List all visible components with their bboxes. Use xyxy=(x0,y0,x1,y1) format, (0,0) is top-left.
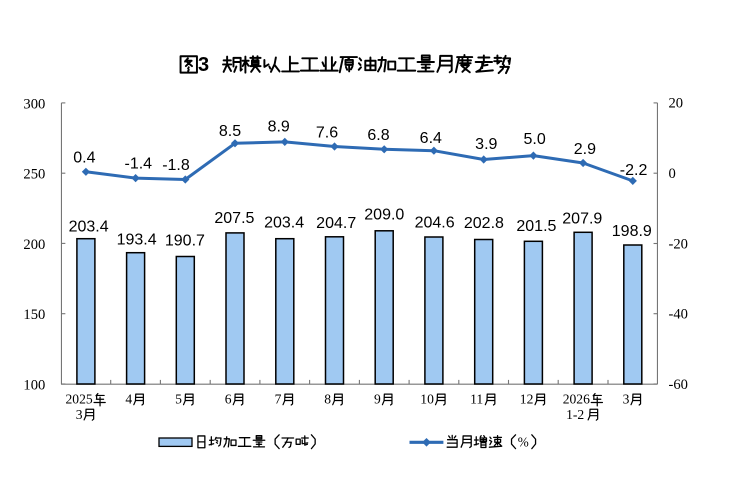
svg-text:203.4: 203.4 xyxy=(69,219,109,236)
svg-text:198.9: 198.9 xyxy=(612,223,652,240)
svg-text:-1.4: -1.4 xyxy=(125,156,153,173)
svg-text:5: 5 xyxy=(175,392,182,407)
svg-text:202.8: 202.8 xyxy=(464,215,504,232)
svg-text:3: 3 xyxy=(623,392,630,407)
svg-text:190.7: 190.7 xyxy=(165,232,205,249)
svg-text:203.4: 203.4 xyxy=(264,215,304,232)
svg-text:6: 6 xyxy=(225,392,232,407)
svg-text:300: 300 xyxy=(23,96,45,112)
svg-text:12: 12 xyxy=(520,392,534,407)
svg-text:-20: -20 xyxy=(669,236,688,252)
svg-text:207.9: 207.9 xyxy=(562,211,602,228)
svg-text:201.5: 201.5 xyxy=(516,218,556,235)
svg-text:100: 100 xyxy=(23,377,45,393)
svg-text:8.5: 8.5 xyxy=(219,123,241,140)
svg-text:250: 250 xyxy=(23,167,45,183)
svg-text:8: 8 xyxy=(324,392,331,407)
svg-text:5.0: 5.0 xyxy=(523,131,545,148)
svg-text:-2.2: -2.2 xyxy=(620,162,648,179)
svg-text:-1.8: -1.8 xyxy=(162,157,190,174)
svg-text:-60: -60 xyxy=(669,377,688,393)
svg-text:0.4: 0.4 xyxy=(73,150,95,167)
svg-text:150: 150 xyxy=(23,307,45,323)
svg-text:2.9: 2.9 xyxy=(574,141,596,158)
svg-text:7: 7 xyxy=(275,392,282,407)
svg-text:204.6: 204.6 xyxy=(415,215,455,232)
svg-text:-40: -40 xyxy=(669,307,688,323)
svg-text:10: 10 xyxy=(420,392,434,407)
svg-text:6.8: 6.8 xyxy=(367,127,389,144)
svg-text:6.4: 6.4 xyxy=(420,130,442,147)
svg-text:1-2: 1-2 xyxy=(566,407,584,422)
svg-text:3: 3 xyxy=(198,54,209,76)
svg-text:204.7: 204.7 xyxy=(316,215,356,232)
svg-text:4: 4 xyxy=(125,392,132,407)
svg-text:193.4: 193.4 xyxy=(117,232,157,249)
svg-text:20: 20 xyxy=(669,96,684,112)
svg-text:207.5: 207.5 xyxy=(214,210,254,227)
svg-text:2025: 2025 xyxy=(66,392,93,407)
svg-text:0: 0 xyxy=(669,166,676,182)
svg-text:9: 9 xyxy=(374,392,381,407)
svg-text:2026: 2026 xyxy=(563,392,590,407)
svg-text:7.6: 7.6 xyxy=(316,124,338,141)
svg-text:200: 200 xyxy=(23,237,45,253)
svg-text:209.0: 209.0 xyxy=(364,206,404,223)
svg-text:8.9: 8.9 xyxy=(268,119,290,136)
svg-text:3.9: 3.9 xyxy=(475,136,497,153)
svg-text:11: 11 xyxy=(470,392,483,407)
svg-text:3: 3 xyxy=(76,407,83,422)
svg-text:%: % xyxy=(518,434,529,449)
